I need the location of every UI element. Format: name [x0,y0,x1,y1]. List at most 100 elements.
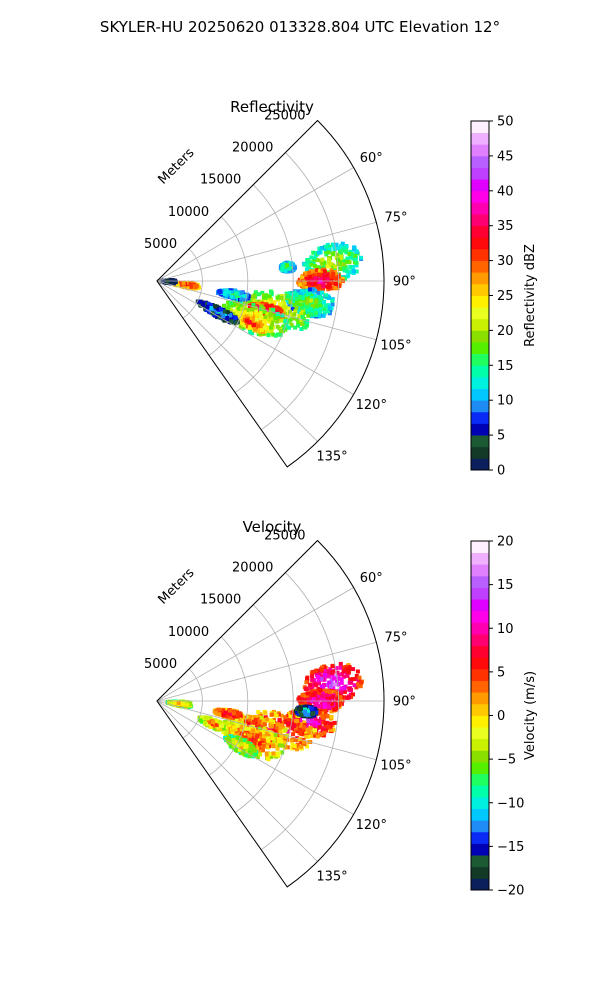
echo-cell [299,744,304,749]
echo-cell [289,295,294,300]
echo-cell [287,303,292,308]
sector-outline [156,539,385,888]
echo-cell [278,720,283,725]
echo-cell [305,727,310,732]
echo-cell [326,702,331,707]
echo-cell [227,715,232,720]
colorbar-segment [471,155,489,168]
echo-cell [331,676,336,681]
echo-cell [322,260,327,265]
echo-cell [263,299,268,304]
colorbar-segment [471,866,489,879]
echo-cell [254,308,258,313]
echo-cell [316,721,321,726]
colorbar-segment [471,855,489,868]
radial-tick-label: 5000 [144,657,177,672]
echo-cell [351,667,356,672]
echo-cell [198,718,203,723]
colorbar-segment [471,458,489,471]
colorbar-tick-label: 30 [497,254,514,269]
echo-cell [256,292,261,297]
echo-cell [301,739,306,744]
echo-cell [316,300,321,305]
echo-cell [327,247,332,252]
echo-cell [239,320,244,325]
echo-cell [326,705,331,710]
echo-cell [265,745,269,749]
echo-cell [321,313,326,318]
range-ring [234,184,294,393]
colorbar-segment [471,307,489,320]
echo-cell [185,702,190,707]
echo-cell [235,723,240,728]
echo-cell [223,312,228,317]
echo-cell [205,304,210,309]
echo-cell [267,317,271,322]
colorbar-tick-label: 35 [497,219,514,234]
echo-cell [289,322,294,327]
echo-cell [341,674,346,679]
echo-cell [278,307,283,312]
echo-cell [344,244,349,249]
echo-cell [306,709,311,714]
echo-cell [313,313,318,318]
echo-cell [312,691,317,696]
angle-tick-label: 105° [380,759,411,774]
echo-cell [214,722,219,727]
echo-cell [322,278,327,283]
radial-gridline [156,280,318,442]
echo-cell [228,313,232,318]
colorbar-segment [471,179,489,192]
echo-cell [224,729,229,734]
echo-cell [316,674,321,679]
echo-cell [273,333,278,338]
echo-cell [311,696,316,701]
echo-cell [321,306,326,311]
echo-cell [331,252,336,257]
colorbar-segment [471,692,489,705]
echo-cell [230,720,235,724]
echo-cell [333,264,338,269]
echo-cell [306,260,311,265]
echo-cell [251,753,256,758]
echo-cell [333,285,338,290]
echo-cell [313,288,318,293]
echo-cell [322,264,327,269]
echo-cell [330,670,335,675]
echo-cell [344,695,349,700]
echo-cell [261,743,266,748]
echo-cell [308,702,313,707]
reflectivity-colorbar-label: Reflectivity dBZ [523,244,538,347]
echo-cell [280,750,285,755]
echo-cell [269,724,274,729]
echo-cell [275,312,280,316]
echo-cell [341,248,346,253]
echo-cell [231,711,236,716]
echo-cell [231,315,236,320]
echo-cell [269,313,274,318]
echo-cell [221,730,226,734]
echo-cell [336,672,341,677]
echo-cell [275,315,280,320]
colorbar-tick-label: 0 [497,464,505,479]
echo-cell [302,280,307,285]
angle-tick-label: 75° [384,631,407,646]
echo-cell [309,717,314,722]
velocity-angle-tick-labels: 60°75°90°105°120°135° [316,571,416,885]
echo-cell [314,299,319,304]
colorbar-segment [471,435,489,448]
echo-cell [307,270,312,275]
echo-cell [306,719,311,724]
echo-cell [332,682,337,687]
colorbar-tick-label: 25 [497,289,514,304]
echo-cell [259,328,264,333]
colorbar-segment [471,214,489,227]
echo-cell [336,257,340,262]
echo-cell [334,276,339,281]
radial-gridline [156,280,377,341]
echo-cell [312,723,317,727]
echo-cell [215,314,220,319]
colorbar-segment [471,657,489,670]
echo-cell [236,301,241,306]
echo-cell [315,697,320,702]
